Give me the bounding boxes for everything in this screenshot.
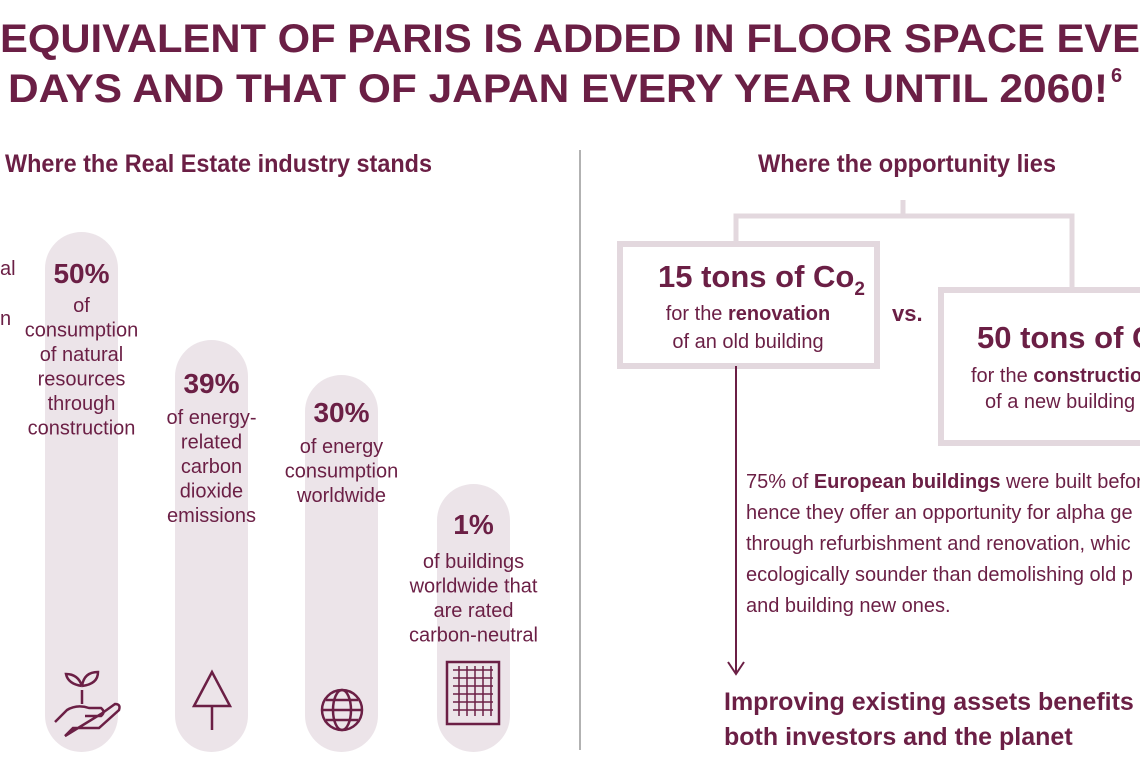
stat-line: consumption [25,320,138,342]
paragraph-line: through refurbishment and renovation, wh… [746,533,1131,555]
stat-line: of natural [40,344,123,366]
versus: vs. [892,301,923,326]
stat-line: carbon [181,456,242,478]
stat-line: of energy- [166,407,256,429]
paragraph-line: hence they offer an opportunity for alph… [746,502,1133,524]
cropped-text: al [0,258,16,280]
stat-line: worldwide [296,485,386,507]
stat-line: dioxide [180,481,243,503]
stat-line: worldwide that [409,576,538,598]
stat-line: resources [38,369,126,391]
box-title-text: 15 tons of Co [658,259,854,294]
stat-line: consumption [285,461,398,483]
stat-value: 39% [183,368,239,399]
box [938,287,1140,446]
icon-building [445,660,501,726]
stat-value: 30% [313,397,369,428]
bold-text: renovation [728,303,830,325]
stat-line: of buildings [423,551,524,573]
icon-hand-plant [54,670,121,738]
text: for the [666,303,728,325]
box-line: for the constructio [971,365,1140,387]
bold-text: European buildings [814,471,1001,493]
conclusion: both investors and the planet [724,723,1073,751]
cropped-text: n [0,308,11,330]
arrow [727,366,745,676]
paragraph-line: 75% of European buildings were built bef… [746,471,1140,493]
stat-line: of [73,295,90,317]
section-heading: Where the Real Estate industry stands [5,150,432,178]
text: 75% of [746,471,814,493]
connector [733,200,1075,290]
paragraph-line: ecologically sounder than demolishing ol… [746,564,1133,586]
stat-value: 1% [453,509,494,540]
icon-globe [320,688,364,732]
stat-line: are rated [433,600,513,622]
section-heading: Where the opportunity lies [758,150,1056,178]
title-line: DAYS AND THAT OF JAPAN EVERY YEAR UNTIL … [8,67,1108,111]
bold-text: constructio [1033,365,1140,387]
paragraph-line: and building new ones. [746,595,951,617]
pill [305,375,378,752]
pill [175,340,248,752]
stat-line: of energy [300,436,383,458]
icon-tree [191,669,233,730]
box-line: of a new building [985,391,1135,413]
title-line: EQUIVALENT OF PARIS IS ADDED IN FLOOR SP… [0,17,1140,61]
box [617,241,880,369]
stat-line: carbon-neutral [409,625,538,647]
pill [45,232,118,752]
footnote: 6 [1111,65,1122,87]
stat-line: through [48,393,116,415]
text: for the [971,365,1033,387]
stat-line: related [181,432,242,454]
text: were built befor [1001,471,1140,493]
box-line: of an old building [672,331,823,353]
box-title: 50 tons of Co [977,320,1140,355]
subscript: 2 [854,279,865,300]
box-line: for the renovation [666,303,831,325]
stat-value: 50% [53,258,109,289]
box-title: 15 tons of Co2 [658,259,865,300]
stat-line: construction [28,418,136,440]
conclusion: Improving existing assets benefits [724,688,1134,716]
stat-line: emissions [167,505,256,527]
